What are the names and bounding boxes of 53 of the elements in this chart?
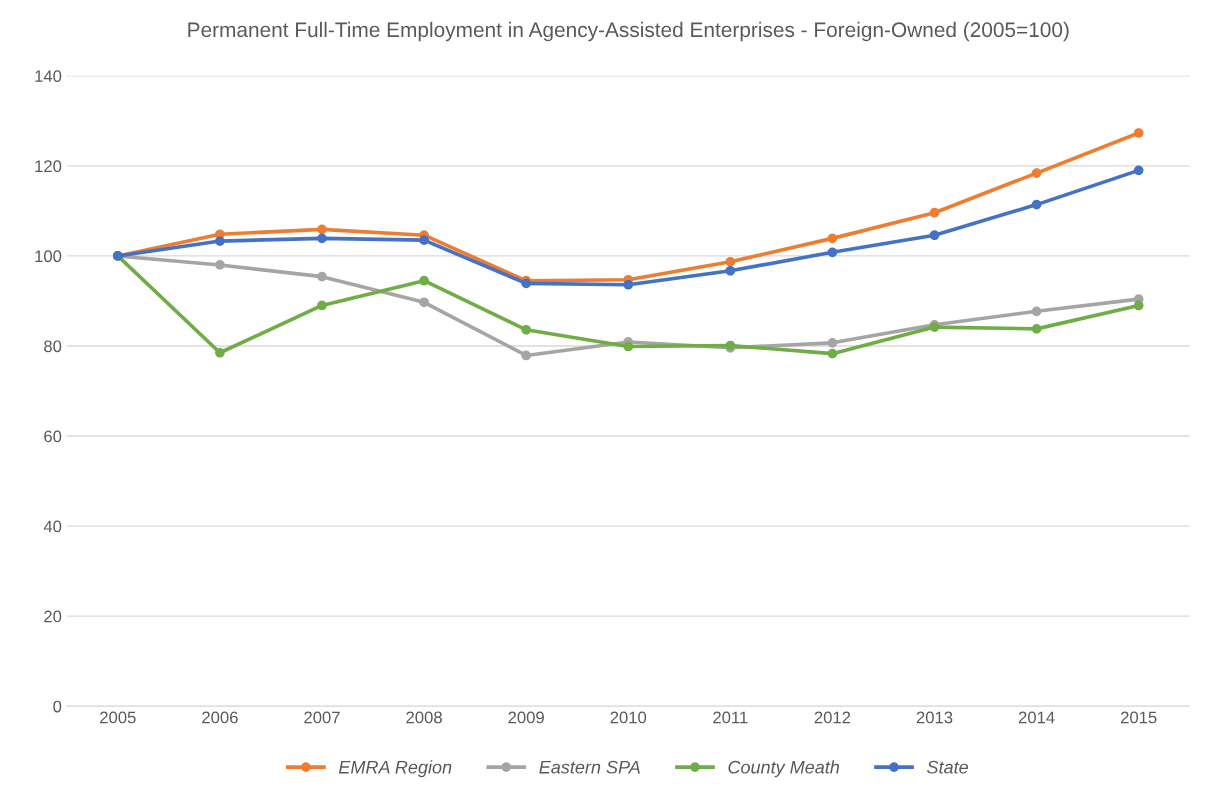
x-tick-label: 2013: [916, 711, 953, 724]
point: [419, 275, 429, 286]
point: [827, 348, 838, 359]
y-tick-label: 120: [35, 160, 62, 173]
point: [317, 224, 327, 235]
point: [827, 337, 838, 348]
y-tick-label: 20: [44, 610, 62, 623]
point: [827, 247, 838, 258]
x-tick-label: 2012: [814, 711, 851, 724]
y-tick-label: 100: [35, 250, 62, 263]
x-tick-label: 2008: [406, 711, 442, 724]
point: [317, 233, 327, 244]
chart-title: Permanent Full-Time Employment in Agency-Assisted Enterprises - Foreign-Owned (2005=100): [188, 21, 1069, 42]
x-tick-label: 2009: [508, 711, 544, 724]
point: [1133, 165, 1144, 176]
point: [725, 256, 736, 267]
point: [725, 265, 736, 276]
y-tick-label: 140: [35, 70, 62, 83]
point: [419, 235, 429, 246]
x-tick-label: 2007: [304, 711, 340, 724]
x-tick-label: 2015: [1120, 711, 1157, 724]
point: [317, 300, 327, 311]
point: [317, 271, 327, 282]
x-tick-label: 2005: [100, 711, 136, 724]
point: [1133, 300, 1144, 311]
legend-label: State: [927, 760, 969, 774]
point: [827, 233, 838, 244]
x-tick-label: 2014: [1018, 711, 1055, 724]
x-tick-label: 2011: [713, 711, 748, 724]
x-tick-label: 2010: [610, 711, 647, 724]
point: [623, 279, 634, 290]
point: [623, 341, 634, 352]
x-tick-label: 2006: [202, 711, 238, 724]
point: [929, 207, 940, 218]
point: [215, 347, 225, 358]
legend-label: County Meath: [728, 760, 840, 778]
point: [1031, 168, 1042, 178]
y-tick-label: 0: [53, 700, 62, 713]
point: [1133, 128, 1144, 138]
point: [215, 260, 225, 270]
y-tick-label: 40: [43, 520, 62, 533]
legend-label: EMRA Region: [338, 760, 452, 778]
point: [929, 230, 940, 241]
point: [521, 324, 532, 335]
y-tick-label: 60: [44, 430, 62, 443]
point: [1031, 306, 1042, 317]
point: [1031, 199, 1042, 210]
point: [1031, 324, 1042, 334]
legend-label: Eastern SPA: [539, 760, 640, 774]
y-tick-label: 80: [44, 340, 62, 353]
point: [419, 297, 429, 308]
point: [521, 350, 532, 361]
point: [215, 236, 225, 246]
